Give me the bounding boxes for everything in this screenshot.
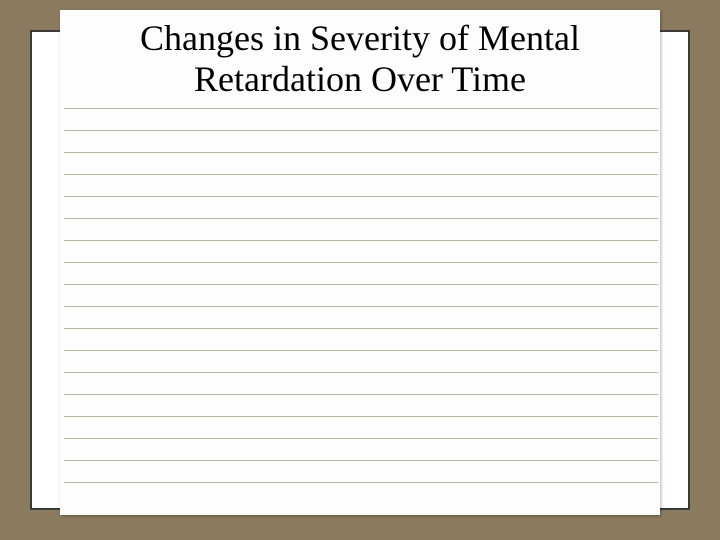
rule-line (64, 152, 658, 174)
ruled-lines-area (64, 108, 658, 504)
title-line-1: Changes in Severity of Mental (140, 18, 580, 58)
rule-line (64, 240, 658, 262)
rule-line (64, 174, 658, 196)
slide-frame: Changes in Severity of Mental Retardatio… (0, 0, 720, 540)
title-line-2: Retardation Over Time (194, 59, 526, 99)
rule-line (64, 306, 658, 328)
rule-line (64, 416, 658, 438)
slide-title: Changes in Severity of Mental Retardatio… (60, 18, 660, 101)
rule-line (64, 284, 658, 306)
rule-line (64, 482, 658, 504)
rule-line (64, 218, 658, 240)
rule-line (64, 438, 658, 460)
rule-line (64, 372, 658, 394)
rule-line (64, 130, 658, 152)
rule-line (64, 108, 658, 130)
rule-line (64, 394, 658, 416)
rule-line (64, 460, 658, 482)
rule-line (64, 328, 658, 350)
rule-line (64, 350, 658, 372)
rule-line (64, 262, 658, 284)
rule-line (64, 196, 658, 218)
